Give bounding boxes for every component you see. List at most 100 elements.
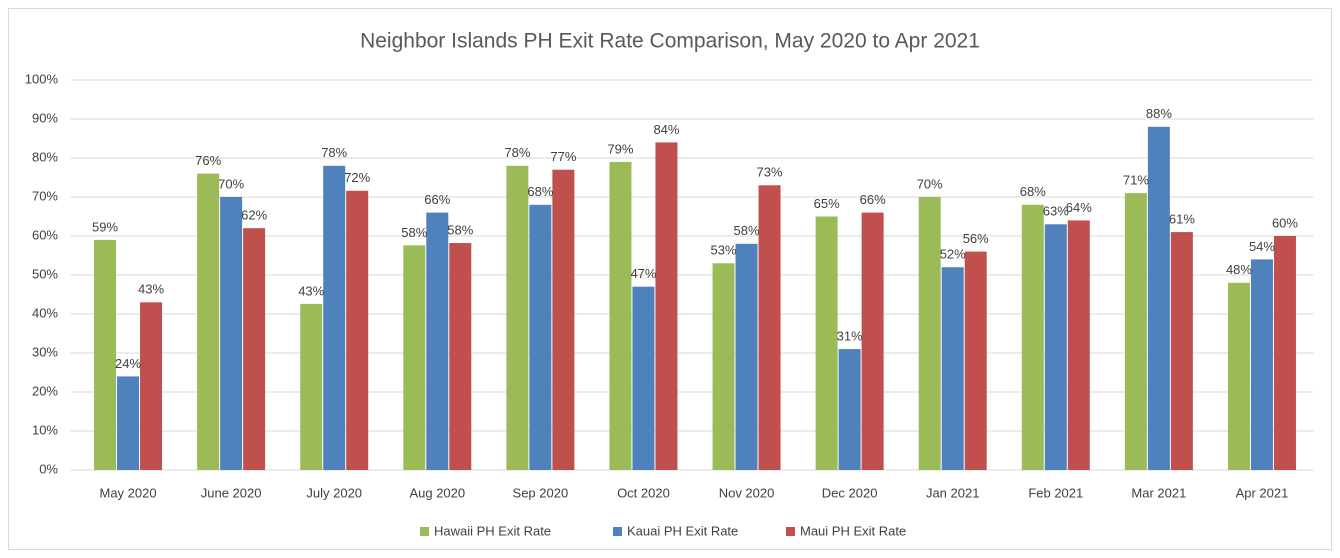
bar: [1250, 259, 1273, 470]
x-tick-label: May 2020: [99, 485, 156, 500]
bar: [1067, 220, 1090, 470]
y-tick-label: 10%: [32, 422, 58, 437]
bar: [243, 228, 266, 470]
y-tick-label: 0%: [39, 461, 58, 476]
data-label: 73%: [757, 165, 783, 180]
x-tick-label: Oct 2020: [617, 485, 670, 500]
bar: [1170, 232, 1193, 470]
data-label: 60%: [1272, 215, 1298, 230]
x-tick-label: Aug 2020: [409, 485, 465, 500]
y-tick-label: 40%: [32, 305, 58, 320]
data-label: 43%: [138, 282, 164, 297]
bar: [838, 349, 861, 470]
data-label: 76%: [195, 153, 221, 168]
bar: [346, 190, 369, 470]
legend-swatch: [786, 527, 795, 536]
y-tick-label: 30%: [32, 344, 58, 359]
y-tick-label: 70%: [32, 188, 58, 203]
x-tick-label: Feb 2021: [1028, 485, 1083, 500]
bar: [300, 303, 323, 470]
x-tick-label: July 2020: [306, 485, 362, 500]
data-label: 66%: [860, 192, 886, 207]
legend-label: Kauai PH Exit Rate: [627, 523, 738, 538]
bar: [758, 185, 781, 471]
legend-label: Maui PH Exit Rate: [800, 523, 906, 538]
bar: [94, 239, 117, 470]
data-label: 68%: [1020, 184, 1046, 199]
y-tick-label: 80%: [32, 149, 58, 164]
bar: [815, 216, 838, 470]
bar: [552, 169, 575, 470]
data-label: 62%: [241, 208, 267, 223]
data-label: 78%: [504, 145, 530, 160]
legend-swatch: [613, 527, 622, 536]
bar: [529, 204, 552, 471]
data-label: 58%: [734, 223, 760, 238]
x-tick-label: Mar 2021: [1131, 485, 1186, 500]
data-label: 79%: [607, 141, 633, 156]
bar: [632, 286, 655, 470]
x-tick-label: Nov 2020: [719, 485, 775, 500]
bar: [449, 243, 472, 470]
data-label: 47%: [630, 266, 656, 281]
bar: [1044, 224, 1067, 470]
chart-title: Neighbor Islands PH Exit Rate Comparison…: [360, 30, 980, 53]
data-label: 61%: [1169, 212, 1195, 227]
x-tick-label: Jan 2021: [926, 485, 980, 500]
data-label: 70%: [218, 176, 244, 191]
data-label: 52%: [940, 247, 966, 262]
bar: [964, 251, 987, 470]
bar: [117, 376, 140, 470]
bar: [1147, 126, 1170, 471]
bar: [1273, 236, 1296, 470]
bar: [712, 263, 735, 470]
data-label: 63%: [1043, 204, 1069, 219]
data-label: 78%: [321, 145, 347, 160]
bar: [655, 142, 678, 470]
data-label: 54%: [1249, 239, 1275, 254]
bar: [1124, 193, 1147, 470]
data-label: 53%: [711, 243, 737, 258]
data-label: 43%: [298, 283, 324, 298]
data-label: 70%: [917, 176, 943, 191]
data-label: 24%: [115, 356, 141, 371]
data-label: 56%: [963, 231, 989, 246]
data-label: 71%: [1123, 173, 1149, 188]
data-label: 31%: [837, 329, 863, 344]
y-tick-label: 100%: [25, 71, 59, 86]
bar: [1021, 204, 1044, 471]
x-tick-label: Dec 2020: [822, 485, 878, 500]
x-tick-label: Sep 2020: [513, 485, 569, 500]
data-label: 88%: [1146, 106, 1172, 121]
y-tick-label: 20%: [32, 383, 58, 398]
data-label: 58%: [447, 222, 473, 237]
y-tick-label: 50%: [32, 266, 58, 281]
data-label: 66%: [424, 192, 450, 207]
bar: [918, 197, 941, 470]
legend-label: Hawaii PH Exit Rate: [434, 523, 551, 538]
data-label: 84%: [653, 122, 679, 137]
bar: [506, 165, 529, 471]
data-label: 68%: [527, 184, 553, 199]
data-label: 64%: [1066, 200, 1092, 215]
bar: [609, 161, 632, 470]
x-tick-label: Apr 2021: [1236, 485, 1289, 500]
bar: [735, 243, 758, 470]
data-label: 77%: [550, 149, 576, 164]
bar: [220, 197, 243, 470]
data-label: 48%: [1226, 262, 1252, 277]
legend-swatch: [420, 527, 429, 536]
data-label: 59%: [92, 219, 118, 234]
x-tick-label: June 2020: [201, 485, 262, 500]
data-label: 72%: [344, 170, 370, 185]
bar: [323, 165, 346, 471]
bar: [140, 302, 163, 470]
data-label: 58%: [401, 225, 427, 240]
bar: [403, 245, 426, 470]
bar: [861, 212, 884, 470]
bar: [1227, 282, 1250, 470]
data-label: 65%: [814, 196, 840, 211]
bar: [426, 212, 449, 470]
